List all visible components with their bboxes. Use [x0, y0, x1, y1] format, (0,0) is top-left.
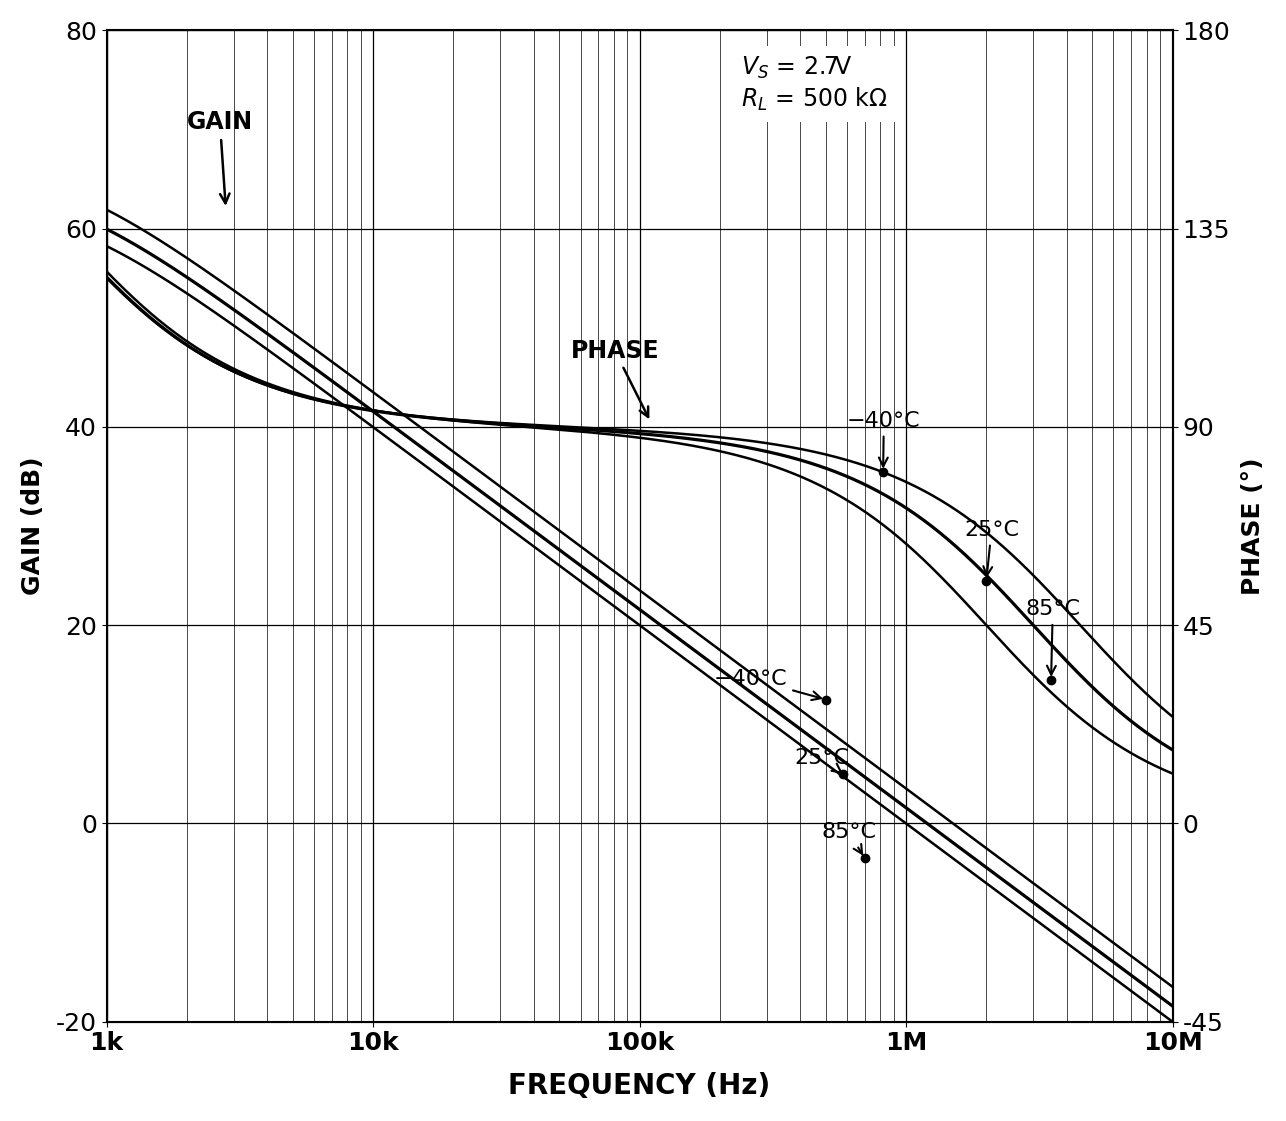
Text: −40°C: −40°C — [847, 411, 921, 466]
Text: 25°C: 25°C — [795, 748, 849, 772]
Text: $V_S$ = 2.7V
$R_L$ = 500 k$\Omega$: $V_S$ = 2.7V $R_L$ = 500 k$\Omega$ — [741, 55, 887, 113]
Text: −40°C: −40°C — [714, 669, 820, 701]
Text: 25°C: 25°C — [964, 520, 1019, 575]
Y-axis label: PHASE (°): PHASE (°) — [1241, 457, 1265, 595]
X-axis label: FREQUENCY (Hz): FREQUENCY (Hz) — [508, 1072, 770, 1100]
Y-axis label: GAIN (dB): GAIN (dB) — [21, 456, 45, 595]
Text: GAIN: GAIN — [186, 111, 253, 203]
Text: PHASE: PHASE — [571, 339, 658, 417]
Text: 85°C: 85°C — [1025, 600, 1080, 675]
Text: 85°C: 85°C — [822, 823, 876, 854]
